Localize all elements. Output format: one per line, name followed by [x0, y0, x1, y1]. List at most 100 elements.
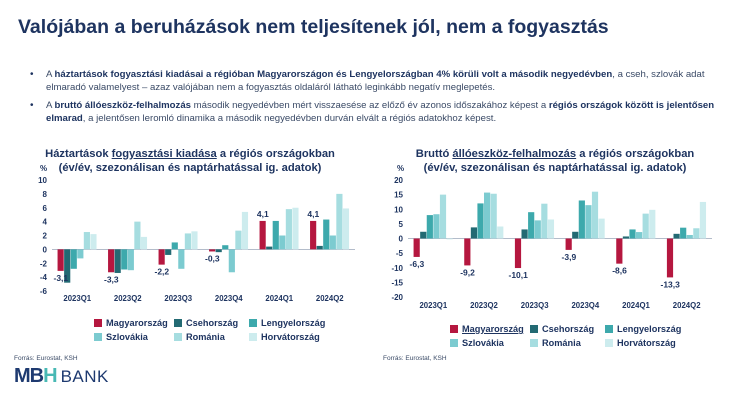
bar-szlovákia: [686, 234, 693, 239]
legend-label: Magyarország: [462, 324, 524, 334]
y-tick-label: 15: [394, 191, 403, 200]
bar-magyarország: [209, 249, 216, 252]
legend-label: Magyarország: [106, 318, 168, 328]
category-label: 2024Q2: [316, 294, 344, 303]
category-label: 2023Q4: [215, 294, 243, 303]
legend-item: Csehország: [530, 324, 594, 334]
bar-lengyelország: [121, 249, 128, 270]
bar-lengyelország: [629, 229, 636, 239]
y-tick-label: -20: [391, 293, 403, 302]
logo-mark: MBH: [14, 365, 58, 388]
bar-szlovákia: [433, 214, 440, 239]
bar-horvátország: [292, 207, 299, 250]
bar-románia: [285, 209, 292, 250]
y-tick-label: 10: [38, 176, 47, 185]
legend-swatch: [174, 333, 182, 341]
y-tick-label: 2: [43, 232, 48, 241]
bar-horvátország: [241, 211, 249, 250]
chart2-title-underlined: állóeszköz-felhalmozás: [452, 148, 577, 160]
y-axis-unit: %: [397, 164, 404, 173]
legend-item: Lengyelország: [249, 318, 325, 328]
bar-magyarország: [464, 238, 471, 266]
legend-label: Románia: [542, 338, 581, 348]
bar-magyarország: [565, 238, 572, 250]
bar-magyarország: [259, 220, 266, 250]
mbh-bank-logo: MBH BANK: [14, 365, 109, 388]
legend-item: Horvátország: [249, 332, 320, 342]
bar-magyarország: [108, 249, 115, 273]
bullet-text: A: [46, 99, 55, 111]
bar-szlovákia: [636, 232, 643, 239]
bar-lengyelország: [171, 242, 178, 250]
bar-románia: [693, 228, 700, 239]
bar-horvátország: [140, 236, 148, 250]
bar-horvátország: [191, 231, 198, 250]
bar-románia: [134, 221, 141, 250]
bullet-list: A háztartások fogyasztási kiadásai a rég…: [30, 68, 720, 130]
legend-label: Horvátország: [617, 338, 676, 348]
bullet-bold: bruttó állóeszköz-felhalmozás: [54, 99, 192, 111]
category-label: 2024Q1: [265, 294, 293, 303]
category-label: 2023Q3: [164, 294, 192, 303]
legend-swatch: [174, 319, 182, 327]
y-tick-label: 10: [394, 205, 403, 214]
chart1-source: Forrás: Eurostat, KSH: [14, 355, 78, 362]
category-label: 2023Q2: [114, 294, 142, 303]
legend-label: Lengyelország: [617, 324, 682, 334]
bar-csehország: [470, 227, 478, 239]
legend-swatch: [605, 339, 613, 347]
bar-csehország: [673, 233, 680, 239]
bar-csehország: [215, 249, 222, 253]
chart2-title: Bruttó állóeszköz-felhalmozás a régiós o…: [400, 147, 710, 175]
data-label: -3,9: [562, 252, 577, 262]
logo-mark-a: MB: [14, 365, 44, 387]
bar-szlovákia: [228, 249, 235, 273]
bar-románia: [439, 194, 447, 239]
category-label: 2024Q2: [673, 301, 701, 310]
category-label: 2024Q1: [622, 301, 650, 310]
bar-szlovákia: [127, 249, 134, 271]
bar-magyarország: [413, 238, 420, 257]
y-tick-label: 6: [43, 204, 48, 213]
bar-horvátország: [699, 201, 707, 239]
bar-csehország: [266, 246, 273, 250]
y-tick-label: 0: [43, 245, 48, 254]
legend-swatch: [249, 319, 257, 327]
y-tick-label: -5: [396, 249, 404, 258]
legend-swatch: [450, 339, 458, 347]
logo-text: BANK: [60, 366, 109, 386]
legend-item: Szlovákia: [94, 332, 148, 342]
chart1-title-underlined: fogyasztási kiadása: [111, 148, 217, 160]
y-tick-label: 4: [43, 218, 48, 227]
legend-label: Horvátország: [261, 332, 320, 342]
bar-szlovákia: [534, 220, 541, 239]
bar-románia: [490, 193, 497, 239]
bar-szlovákia: [329, 235, 336, 250]
legend-swatch: [450, 325, 458, 333]
y-tick-label: -2: [40, 259, 48, 268]
category-label: 2023Q1: [63, 294, 91, 303]
data-label: -6,3: [410, 259, 425, 269]
bar-csehország: [64, 249, 71, 283]
bar-horvátország: [598, 218, 605, 239]
bar-lengyelország: [323, 219, 330, 250]
y-tick-label: 20: [394, 176, 403, 185]
bullet-consumption: A háztartások fogyasztási kiadásai a rég…: [30, 68, 720, 95]
data-label: -8,6: [612, 266, 627, 276]
bar-csehország: [316, 245, 323, 250]
bullet-investment: A bruttó állóeszköz-felhalmozás második …: [30, 99, 720, 126]
bar-lengyelország: [70, 249, 77, 269]
logo-mark-b: H: [43, 365, 57, 387]
data-label: -3,3: [104, 274, 119, 284]
data-label: -2,2: [155, 267, 170, 277]
bullet-bold: régiós országok között is jelentősen elm…: [46, 99, 715, 125]
bar-csehország: [622, 236, 630, 239]
bar-szlovákia: [585, 205, 592, 239]
data-label: -9,2: [460, 267, 475, 277]
bar-csehország: [572, 231, 579, 239]
legend-item: Horvátország: [605, 338, 676, 348]
data-label: -0,3: [205, 253, 220, 263]
legend-swatch: [530, 339, 538, 347]
chart2-subtitle: (év/év, szezonálisan és naptárhatással i…: [423, 162, 687, 174]
bar-szlovákia: [77, 249, 84, 259]
